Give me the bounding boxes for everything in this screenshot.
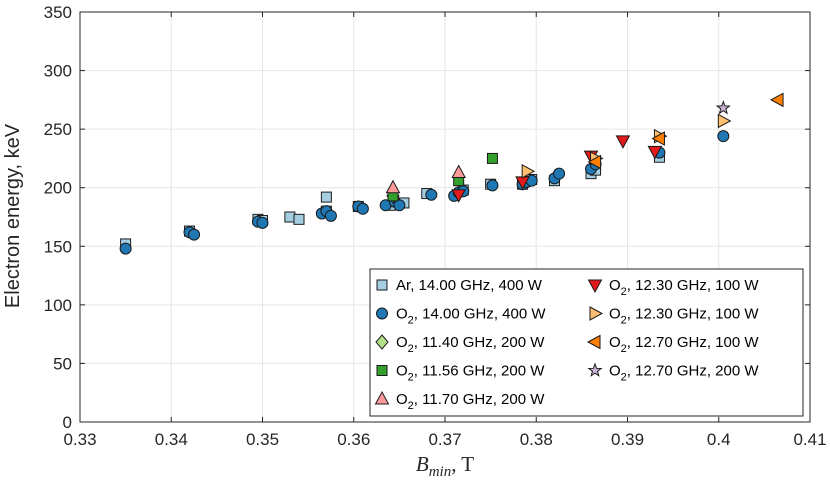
x-axis-label-main: B: [416, 452, 429, 476]
data-point: [393, 199, 406, 212]
legend-species: Ar: [396, 277, 411, 294]
data-point: [451, 164, 467, 178]
legend-species: O: [609, 306, 621, 323]
legend-species: O: [396, 391, 408, 408]
data-point: [119, 242, 132, 255]
x-tick-label: 0.37: [428, 430, 461, 449]
data-point: [425, 188, 438, 201]
y-tick-label: 300: [44, 62, 72, 81]
data-point: [385, 179, 401, 194]
x-tick-label: 0.35: [246, 430, 279, 449]
legend-species-subscript: 2: [408, 315, 414, 327]
legend-label: Ar, 14.00 GHz, 400 W: [396, 277, 543, 294]
legend-marker: [374, 390, 390, 405]
legend-label: O2, 11.56 GHz, 200 W: [396, 363, 545, 384]
data-point: [293, 213, 305, 225]
legend-species-subscript: 2: [408, 343, 414, 355]
legend-details: , 11.56 GHz, 200 W: [414, 363, 545, 380]
legend-details: , 12.30 GHz, 100 W: [627, 277, 760, 294]
x-axis-label-unit: , T: [451, 452, 474, 476]
legend-species-subscript: 2: [621, 372, 627, 384]
legend-species: O: [609, 334, 621, 351]
legend-species-subscript: 2: [621, 315, 627, 327]
legend-species-subscript: 2: [621, 286, 627, 298]
y-axis-label: Electron energy, keV: [2, 123, 24, 308]
legend-species: O: [396, 363, 408, 380]
legend-details: , 12.70 GHz, 100 W: [627, 334, 760, 351]
axes-box: [79, 11, 811, 423]
data-point: [587, 154, 602, 170]
x-tick-label: 0.34: [155, 430, 188, 449]
data-point: [553, 167, 566, 180]
x-tick-label: 0.41: [793, 430, 826, 449]
y-tick-label: 0: [63, 413, 72, 432]
legend: Ar, 14.00 GHz, 400 WO2, 14.00 GHz, 400 W…: [369, 268, 804, 417]
data-point: [356, 202, 369, 215]
x-axis-label: Bmin, T: [416, 452, 474, 480]
data-point: [717, 113, 732, 129]
legend-species: O: [396, 334, 408, 351]
legend-details: , 12.30 GHz, 100 W: [627, 306, 760, 323]
data-point: [451, 189, 467, 203]
y-tick-label: 350: [44, 3, 72, 22]
x-tick-label: 0.38: [520, 430, 553, 449]
data-point: [770, 92, 784, 108]
x-tick-label: 0.39: [611, 430, 644, 449]
data-point: [615, 135, 631, 149]
legend-label: O2, 12.30 GHz, 100 W: [609, 277, 759, 298]
legend-marker: [376, 279, 388, 291]
legend-label: O2, 14.00 GHz, 400 W: [396, 306, 546, 327]
x-tick-label: 0.33: [63, 430, 96, 449]
legend-marker: [375, 334, 389, 350]
data-point: [284, 211, 296, 223]
x-axis-label-sub: min: [429, 464, 452, 480]
data-point: [320, 191, 332, 203]
data-point: [647, 145, 663, 160]
x-tick-label: 0.36: [337, 430, 370, 449]
data-point: [188, 228, 201, 241]
y-tick-label: 100: [44, 296, 72, 315]
legend-details: , 14.00 GHz, 400 W: [414, 306, 547, 323]
legend-details: , 11.70 GHz, 200 W: [414, 391, 545, 408]
tick-labels: 0.33 0.34 0.35 0.36 0.37 0.38 0.39 0.4 0.41 0 50 10…: [44, 3, 827, 449]
legend-marker: [376, 365, 388, 376]
y-tick-label: 150: [44, 237, 72, 256]
legend-label: O2, 12.70 GHz, 100 W: [609, 334, 759, 355]
legend-marker: [586, 334, 601, 350]
legend-marker: [587, 362, 603, 377]
data-point: [324, 209, 337, 222]
legend-label: O2, 11.70 GHz, 200 W: [396, 391, 545, 412]
legend-marker: [589, 306, 604, 321]
data-point: [715, 100, 731, 115]
legend-species-subscript: 2: [408, 372, 414, 384]
data-points: [119, 92, 784, 255]
legend-details: , 11.40 GHz, 200 W: [414, 334, 545, 351]
legend-marker: [587, 279, 603, 294]
legend-marker: [376, 307, 388, 320]
data-point: [486, 152, 498, 164]
legend-species-subscript: 2: [621, 343, 627, 355]
legend-species-subscript: 2: [408, 400, 414, 412]
legend-details: , 12.70 GHz, 200 W: [627, 363, 760, 380]
legend-species: O: [609, 363, 621, 380]
legend-label: O2, 12.30 GHz, 100 W: [609, 306, 759, 327]
legend-details: , 14.00 GHz, 400 W: [410, 277, 543, 294]
x-tick-label: 0.4: [707, 430, 731, 449]
legend-label: O2, 12.70 GHz, 200 W: [609, 363, 759, 384]
legend-species: O: [609, 277, 621, 294]
y-tick-label: 250: [44, 120, 72, 139]
y-tick-label: 50: [53, 354, 72, 373]
y-tick-label: 200: [44, 179, 72, 198]
data-point: [651, 131, 665, 146]
legend-label: O2, 11.40 GHz, 200 W: [396, 334, 545, 355]
legend-box: [369, 268, 804, 417]
legend-species: O: [396, 306, 408, 323]
data-point: [256, 216, 269, 229]
data-point: [486, 179, 499, 192]
data-point: [521, 163, 536, 179]
axes: [79, 11, 811, 423]
data-point: [717, 130, 730, 143]
